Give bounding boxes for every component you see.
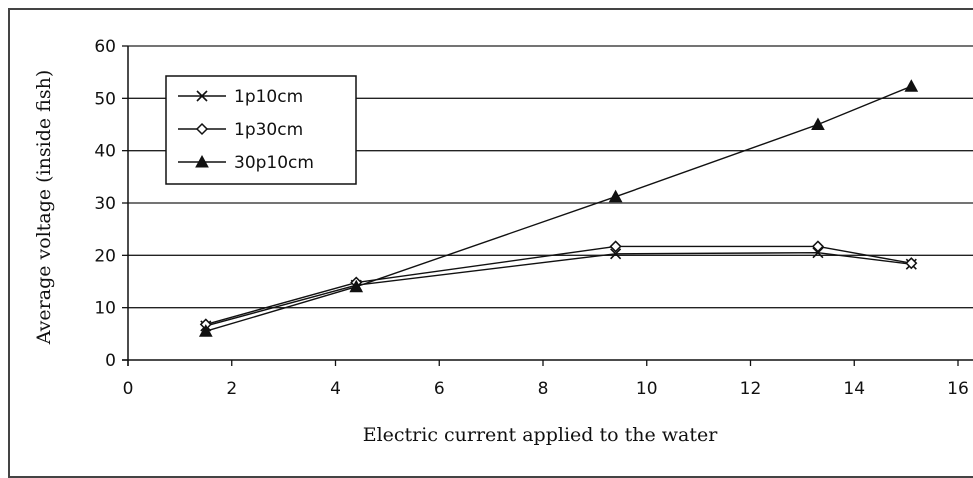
y-tick-label: 50 xyxy=(94,89,116,109)
x-marker-stroke xyxy=(196,90,208,102)
y-axis-title: Average voltage (inside fish) xyxy=(33,70,55,346)
y-tick-label: 10 xyxy=(94,299,116,319)
x-tick-label: 2 xyxy=(226,379,237,399)
data-point xyxy=(904,79,919,92)
x-tick-label: 16 xyxy=(947,379,969,399)
legend: 1p10cm 1p30cm 30p10cm xyxy=(165,75,357,185)
legend-label: 30p10cm xyxy=(234,153,314,173)
data-point xyxy=(905,257,918,270)
x-tick-label: 6 xyxy=(434,379,445,399)
legend-label: 1p10cm xyxy=(234,87,303,107)
line-chart: 0 10 20 30 40 50 60 0 2 4 6 8 10 12 14 16 1p10cm 1p30cm 3… xyxy=(33,37,973,446)
y-tick-label: 20 xyxy=(94,246,116,266)
data-point xyxy=(812,247,824,259)
series-layer xyxy=(198,79,919,337)
x-tick-label: 0 xyxy=(123,379,134,399)
legend-label: 1p30cm xyxy=(234,120,303,140)
x-marker-stroke xyxy=(610,248,622,260)
legend-marker xyxy=(195,122,209,136)
x-axis-title: Electric current applied to the water xyxy=(363,424,718,446)
x-tick-label: 8 xyxy=(538,379,549,399)
data-point xyxy=(349,279,364,293)
series-1p10cm xyxy=(200,247,917,332)
y-tick-label: 40 xyxy=(94,142,116,162)
series-line xyxy=(205,245,912,326)
series-line xyxy=(205,252,912,327)
axes: 0 10 20 30 40 50 60 0 2 4 6 8 10 12 14 16 xyxy=(94,37,973,399)
series-30p10cm xyxy=(198,79,919,337)
legend-marker xyxy=(196,90,208,102)
data-point xyxy=(609,240,622,253)
data-point xyxy=(198,324,213,337)
data-point xyxy=(811,117,825,130)
x-tick-label: 10 xyxy=(636,379,658,399)
y-tick-label: 0 xyxy=(105,351,116,371)
y-tick-label: 60 xyxy=(94,37,116,57)
data-point xyxy=(610,248,622,260)
series-1p30cm xyxy=(199,240,918,331)
data-point xyxy=(608,189,623,203)
x-tick-label: 14 xyxy=(843,379,865,399)
y-tick-label: 30 xyxy=(94,194,116,214)
x-marker-stroke xyxy=(812,247,824,259)
data-point xyxy=(811,240,824,253)
x-tick-label: 4 xyxy=(330,379,341,399)
legend-marker xyxy=(195,154,209,168)
x-tick-label: 12 xyxy=(740,379,762,399)
